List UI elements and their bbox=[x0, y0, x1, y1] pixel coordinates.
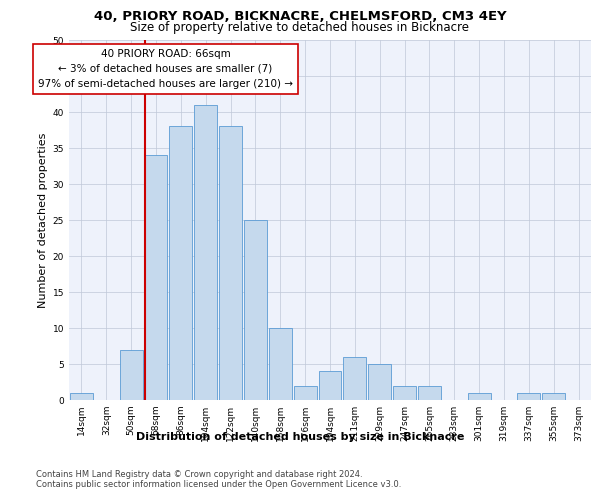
Bar bbox=[393, 386, 416, 400]
Bar bbox=[269, 328, 292, 400]
Bar bbox=[517, 393, 540, 400]
Text: 40, PRIORY ROAD, BICKNACRE, CHELMSFORD, CM3 4EY: 40, PRIORY ROAD, BICKNACRE, CHELMSFORD, … bbox=[94, 10, 506, 23]
Bar bbox=[70, 393, 93, 400]
Bar bbox=[418, 386, 441, 400]
Text: Contains public sector information licensed under the Open Government Licence v3: Contains public sector information licen… bbox=[36, 480, 401, 489]
Bar bbox=[145, 155, 167, 400]
Text: Distribution of detached houses by size in Bicknacre: Distribution of detached houses by size … bbox=[136, 432, 464, 442]
Bar bbox=[169, 126, 192, 400]
Y-axis label: Number of detached properties: Number of detached properties bbox=[38, 132, 49, 308]
Bar bbox=[368, 364, 391, 400]
Bar bbox=[468, 393, 491, 400]
Bar bbox=[542, 393, 565, 400]
Bar bbox=[343, 357, 366, 400]
Bar bbox=[194, 105, 217, 400]
Text: Size of property relative to detached houses in Bicknacre: Size of property relative to detached ho… bbox=[131, 21, 470, 34]
Bar bbox=[244, 220, 267, 400]
Bar bbox=[219, 126, 242, 400]
Bar bbox=[120, 350, 143, 400]
Bar bbox=[319, 371, 341, 400]
Text: 40 PRIORY ROAD: 66sqm
← 3% of detached houses are smaller (7)
97% of semi-detach: 40 PRIORY ROAD: 66sqm ← 3% of detached h… bbox=[38, 49, 293, 88]
Text: Contains HM Land Registry data © Crown copyright and database right 2024.: Contains HM Land Registry data © Crown c… bbox=[36, 470, 362, 479]
Bar bbox=[294, 386, 317, 400]
